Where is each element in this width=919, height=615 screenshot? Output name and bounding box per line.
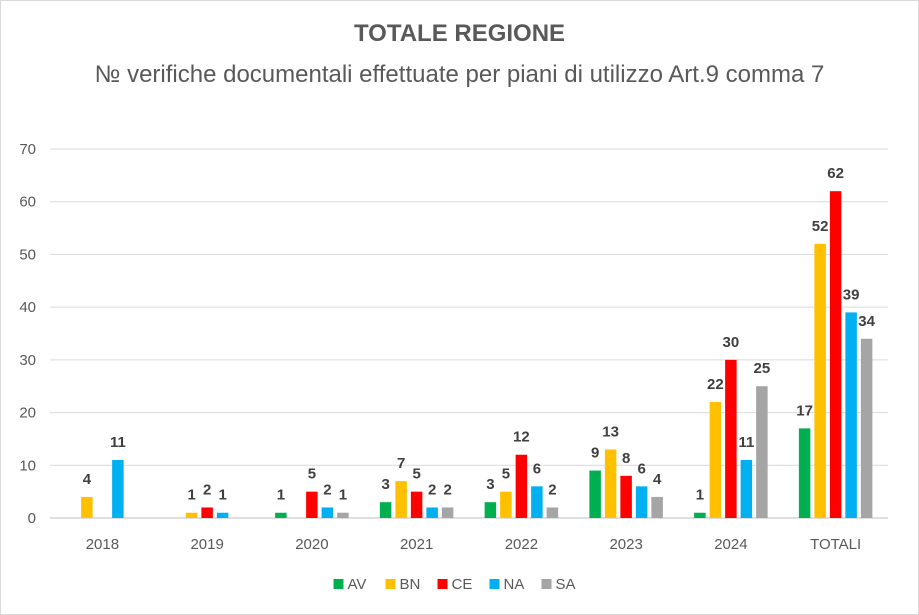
y-tick-label: 40 [19, 299, 36, 316]
bar-na [321, 507, 334, 518]
bar-ce [620, 475, 632, 518]
bar-bn [604, 449, 617, 518]
data-label: 17 [796, 402, 813, 419]
legend-swatch-bn [385, 579, 396, 589]
data-label: 2 [203, 481, 211, 498]
data-label: 9 [591, 445, 599, 462]
bar-bn [81, 496, 93, 518]
bar-na [531, 486, 543, 518]
bar-ce [515, 454, 528, 518]
bar-na [216, 512, 229, 518]
legend-swatch-av [333, 579, 344, 589]
x-tick-label: TOTALI [810, 536, 861, 553]
bar-bn [500, 491, 512, 518]
bar-sa [860, 338, 873, 518]
data-label: 2 [443, 481, 451, 498]
data-label: 34 [858, 313, 875, 330]
bar-bn [395, 481, 407, 518]
bar-bn [709, 402, 722, 518]
bar-sa [441, 507, 454, 518]
legend-label-sa: SA [556, 576, 576, 593]
bar-av [694, 512, 706, 518]
data-label: 7 [397, 455, 405, 472]
x-tick-label: 2024 [714, 536, 747, 553]
data-label: 22 [707, 376, 724, 393]
bar-na [845, 312, 857, 518]
y-tick-label: 0 [28, 510, 36, 527]
bar-ce [829, 191, 842, 518]
x-tick-label: 2023 [609, 536, 642, 553]
data-label: 1 [187, 487, 195, 504]
data-label: 1 [339, 487, 347, 504]
bar-na [635, 486, 648, 518]
bar-ce [725, 359, 737, 518]
y-tick-label: 50 [19, 246, 36, 263]
legend-label-na: NA [504, 576, 525, 593]
x-tick-label: 2018 [86, 536, 119, 553]
data-label: 4 [653, 471, 662, 488]
legend-swatch-na [489, 579, 500, 589]
x-tick-label: 2021 [400, 536, 433, 553]
data-label: 2 [323, 481, 331, 498]
bar-na [112, 460, 124, 518]
x-tick-label: 2020 [295, 536, 328, 553]
y-tick-label: 70 [19, 141, 36, 158]
data-label: 3 [381, 476, 389, 493]
legend-label-av: AV [348, 576, 367, 593]
data-label: 12 [513, 429, 530, 446]
bar-ce [201, 507, 213, 518]
data-label: 2 [548, 481, 556, 498]
data-label: 4 [83, 471, 92, 488]
bar-av [589, 470, 601, 518]
data-label: 5 [502, 466, 510, 483]
bar-ce [410, 491, 423, 518]
data-label: 13 [602, 423, 619, 440]
data-label: 6 [637, 460, 645, 477]
data-label: 1 [218, 487, 226, 504]
chart-title: TOTALE REGIONE [353, 20, 566, 47]
data-label: 11 [738, 434, 754, 451]
y-tick-label: 10 [19, 457, 36, 474]
bar-av [798, 428, 811, 518]
bar-ce [306, 491, 318, 518]
y-tick-label: 30 [19, 352, 36, 369]
x-tick-label: 2019 [190, 536, 223, 553]
bar-sa [651, 496, 663, 518]
legend-swatch-sa [541, 579, 552, 589]
data-label: 8 [622, 450, 630, 467]
bar-av [484, 502, 497, 518]
y-tick-label: 60 [19, 194, 36, 211]
bar-na [740, 460, 753, 518]
bar-sa [756, 386, 768, 518]
data-label: 5 [308, 466, 316, 483]
data-label: 1 [277, 487, 285, 504]
bar-sa [337, 512, 349, 518]
data-label: 11 [110, 434, 126, 451]
data-label: 62 [827, 165, 844, 182]
chart-subtitle: № verifiche documentali effettuate per p… [94, 61, 825, 88]
legend-swatch-ce [437, 579, 448, 589]
bar-av [379, 502, 392, 518]
data-label: 39 [843, 286, 860, 303]
bar-av [275, 512, 287, 518]
data-label: 2 [428, 481, 436, 498]
data-label: 52 [812, 218, 829, 235]
y-tick-label: 20 [19, 405, 36, 422]
bar-na [426, 507, 438, 518]
bar-bn [814, 243, 826, 518]
bar-bn [185, 512, 198, 518]
bar-sa [546, 507, 559, 518]
x-tick-label: 2022 [505, 536, 538, 553]
legend-label-bn: BN [400, 576, 421, 593]
data-label: 1 [696, 487, 704, 504]
data-label: 25 [754, 360, 771, 377]
data-label: 6 [533, 460, 541, 477]
legend-label-ce: CE [452, 576, 473, 593]
data-label: 5 [412, 466, 420, 483]
data-label: 30 [723, 334, 740, 351]
data-label: 3 [486, 476, 494, 493]
